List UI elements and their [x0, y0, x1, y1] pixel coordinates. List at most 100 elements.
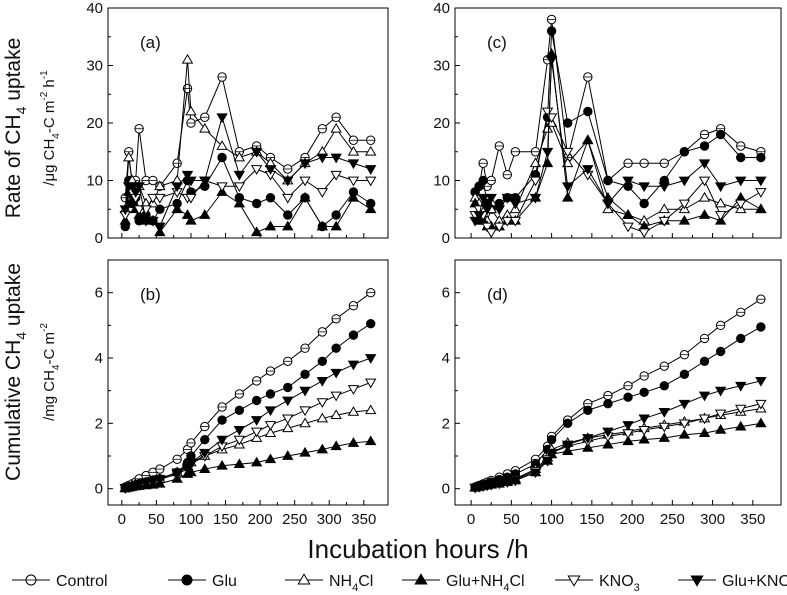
data-point: [715, 129, 726, 140]
data-point: [561, 147, 574, 158]
data-point: [623, 392, 633, 402]
data-point: [347, 191, 360, 202]
data-point: [216, 435, 228, 446]
data-point: [299, 159, 311, 170]
data-point: [678, 214, 691, 225]
y-tick-label: 2: [95, 415, 103, 432]
data-point: [365, 176, 377, 187]
data-point: [501, 193, 514, 204]
data-point: [147, 193, 159, 204]
data-point: [699, 356, 710, 366]
data-point: [658, 203, 670, 214]
panel-label: (a): [140, 33, 161, 52]
data-point: [264, 421, 277, 431]
data-point: [282, 176, 294, 187]
data-point: [583, 405, 593, 415]
data-point: [330, 153, 342, 164]
y-tick-label: 6: [95, 285, 103, 302]
data-point: [546, 26, 557, 36]
data-point: [216, 113, 228, 124]
data-point: [185, 193, 197, 204]
data-point: [316, 398, 329, 408]
legend-label: Control: [56, 573, 108, 590]
data-point: [199, 448, 211, 459]
data-point: [316, 220, 329, 231]
data-point: [698, 427, 711, 438]
data-point: [283, 382, 293, 393]
data-point: [541, 147, 554, 158]
data-point: [250, 147, 263, 158]
data-point: [678, 399, 691, 410]
data-point: [233, 197, 246, 208]
data-point: [250, 427, 263, 438]
data-point: [561, 191, 574, 202]
data-point: [481, 222, 493, 233]
data-point: [147, 476, 159, 487]
data-point: [282, 414, 294, 425]
data-point: [299, 191, 311, 202]
x-tick-label: 200: [248, 511, 273, 528]
data-point: [602, 438, 614, 449]
x-tick-label: 100: [539, 511, 564, 528]
data-point: [639, 198, 649, 209]
data-point: [541, 457, 554, 467]
data-point: [473, 205, 485, 216]
data-point: [546, 434, 557, 445]
y-tick-label: 20: [433, 115, 450, 132]
data-point: [582, 134, 594, 145]
data-point: [140, 478, 152, 488]
data-point: [755, 188, 767, 198]
data-point: [735, 404, 747, 415]
panel-b: 0 50 100 150 200 250 300 350 0 2 4 6 (b): [95, 259, 389, 528]
x-axis-label: Incubation hours /h: [307, 534, 528, 564]
data-point: [348, 330, 359, 340]
data-point: [199, 209, 211, 219]
data-point: [133, 182, 145, 193]
data-point: [185, 214, 197, 225]
y-tick-label: 6: [442, 285, 450, 302]
data-point: [316, 188, 329, 198]
data-point: [185, 176, 197, 187]
legend-label: Glu+KNO3: [722, 573, 787, 594]
data-point: [478, 175, 488, 186]
data-point: [126, 182, 138, 193]
data-point: [199, 122, 211, 133]
data-point: [233, 425, 246, 436]
x-tick-label: 300: [700, 511, 725, 528]
data-point: [736, 152, 746, 163]
data-point: [501, 478, 514, 488]
data-point: [481, 205, 493, 216]
y-tick-label: 40: [433, 0, 450, 17]
legend-item-kno3: KNO3: [555, 573, 640, 594]
y-tick-label: 10: [86, 173, 103, 190]
data-point: [154, 180, 166, 191]
y-tick-label: 4: [442, 350, 450, 367]
data-point: [638, 182, 650, 193]
data-point: [185, 105, 197, 116]
data-point: [347, 176, 360, 187]
data-point: [509, 476, 522, 487]
data-point: [200, 434, 210, 445]
x-tick-label: 350: [351, 511, 376, 528]
legend-marker: [567, 575, 581, 587]
data-point: [282, 422, 294, 433]
data-point: [283, 210, 293, 220]
legend-item-nh4cl: NH4Cl: [285, 573, 373, 594]
data-point: [658, 432, 670, 442]
data-point: [299, 417, 311, 428]
data-point: [735, 199, 747, 210]
x-tick-label: 50: [148, 511, 165, 528]
data-point: [154, 474, 166, 485]
y-tick-label: 40: [86, 0, 103, 17]
series-glukno3: [469, 376, 767, 494]
series-glu: [120, 152, 376, 232]
legend-label: Glu+NH4Cl: [446, 573, 525, 594]
series-glukno3: [119, 354, 377, 494]
data-point: [622, 222, 634, 233]
y-tick-label: 30: [433, 58, 450, 75]
legend-item-control: Control: [12, 573, 108, 590]
data-point: [755, 176, 767, 187]
legend-marker: [181, 574, 193, 586]
data-point: [755, 203, 767, 214]
